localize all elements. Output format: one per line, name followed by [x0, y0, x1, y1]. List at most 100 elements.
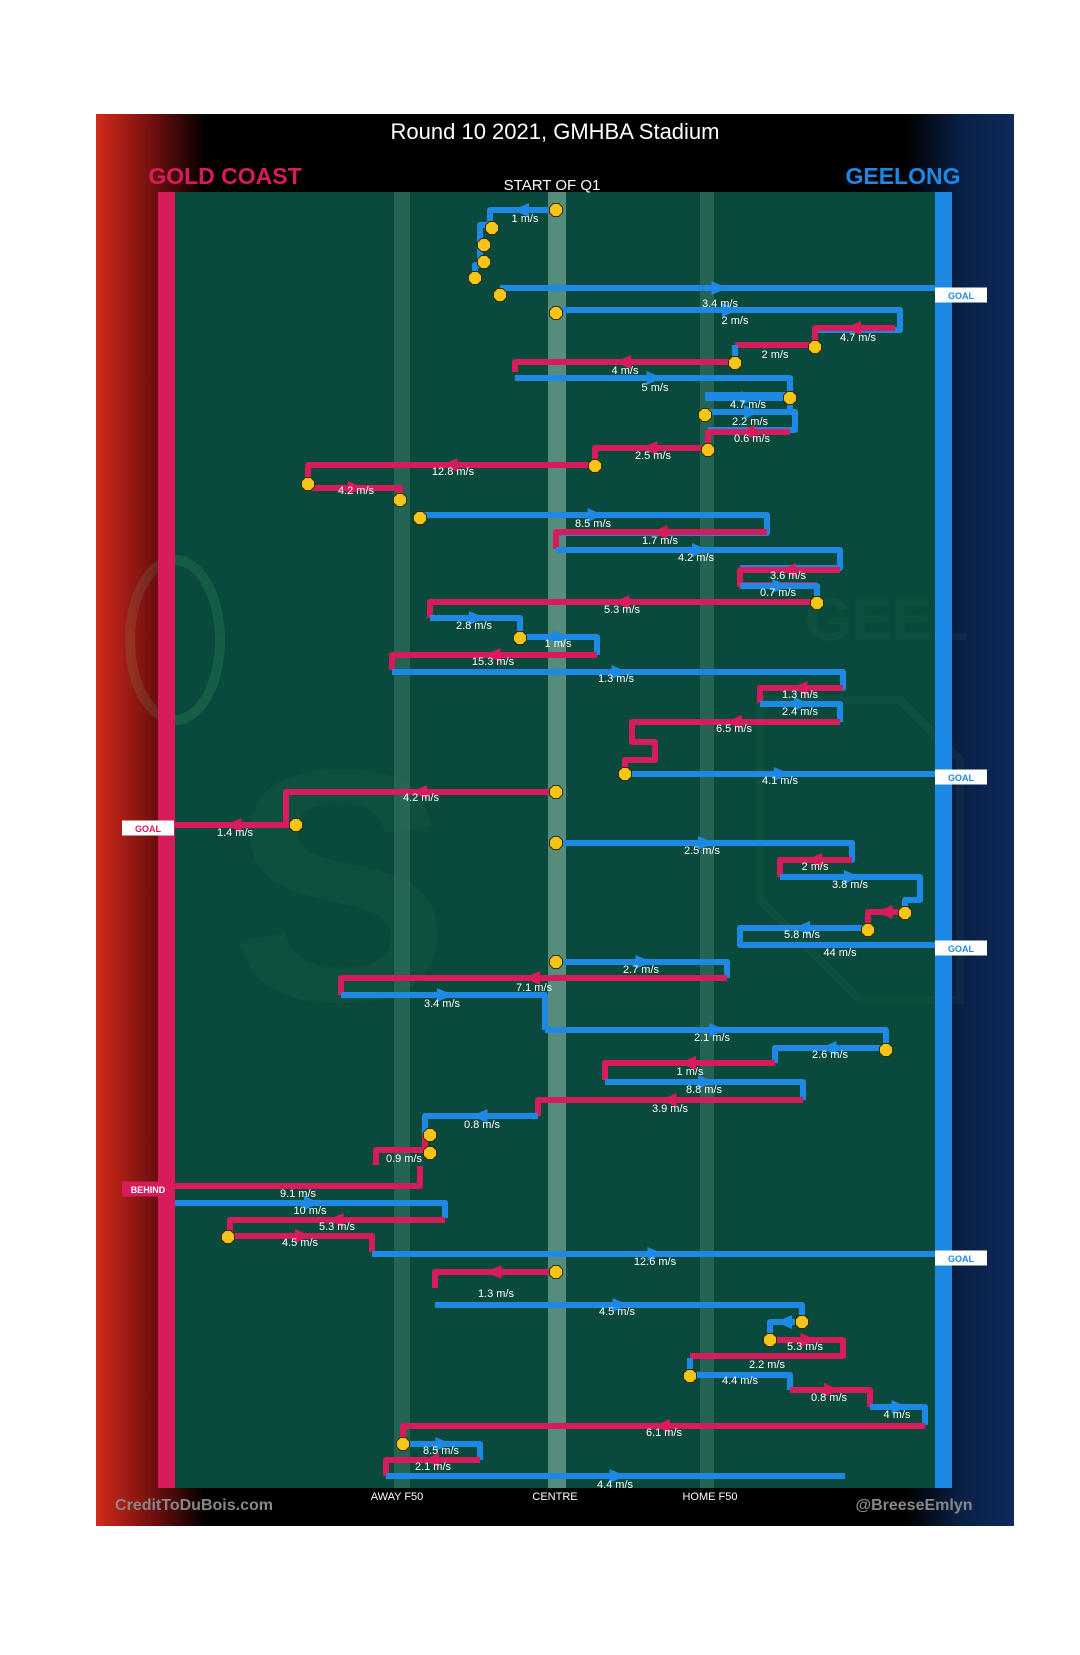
- chain-arrow-7: [646, 371, 663, 385]
- gold-coast-sidebar: [158, 192, 175, 1488]
- speed-label-30: 2.5 m/s: [684, 845, 721, 857]
- chain-arrow-4: [845, 321, 861, 335]
- stoppage-marker-14: [301, 477, 315, 491]
- speed-label-58: 8.5 m/s: [423, 1445, 460, 1457]
- outcome-tags-layer: GOAL GOAL GOAL GOAL BEHIND GOAL: [122, 287, 987, 1266]
- credit-right: @BreeseEmlyn: [856, 1497, 973, 1514]
- outcome-tag-bg-2: [935, 769, 987, 785]
- chain-path-45: [175, 1166, 423, 1189]
- stoppage-marker-30: [549, 1265, 563, 1279]
- stoppage-marker-27: [423, 1128, 437, 1142]
- speed-label-36: 7.1 m/s: [516, 982, 553, 994]
- axis-label-home-f50: HOME F50: [682, 1491, 737, 1503]
- svg-text:S: S: [230, 701, 450, 1070]
- speed-label-10: 0.6 m/s: [734, 433, 771, 445]
- chain-arrow-31: [806, 853, 822, 867]
- speed-label-51: 4.5 m/s: [599, 1306, 636, 1318]
- speed-label-42: 3.9 m/s: [652, 1103, 689, 1115]
- chain-arrow-19: [613, 595, 630, 609]
- stoppage-marker-23: [898, 906, 912, 920]
- speed-label-28: 4.2 m/s: [403, 792, 440, 804]
- chain-arrow-42: [660, 1093, 677, 1107]
- speed-label-44: 0.9 m/s: [386, 1153, 423, 1165]
- speed-label-24: 1.3 m/s: [782, 689, 819, 701]
- speed-label-23: 1.3 m/s: [598, 673, 635, 685]
- chain-arrow-58: [435, 1437, 452, 1451]
- outcome-tag-bg-4: [935, 940, 987, 956]
- speed-label-26: 6.5 m/s: [716, 723, 753, 735]
- chain-path-46: [175, 1200, 448, 1218]
- speed-label-52: 5.3 m/s: [787, 1341, 824, 1353]
- chain-path-6: [512, 359, 735, 372]
- speed-label-48: 4.5 m/s: [282, 1237, 319, 1249]
- chain-arrow-46: [304, 1196, 320, 1210]
- chain-arrow-50: [485, 1265, 502, 1279]
- chain-arrow-28: [411, 785, 427, 799]
- speed-label-54: 4.4 m/s: [722, 1375, 759, 1387]
- speed-label-20: 2.8 m/s: [456, 620, 493, 632]
- stoppage-marker-22: [549, 836, 563, 850]
- speed-label-59: 2.1 m/s: [415, 1461, 452, 1473]
- stoppage-marker-33: [683, 1369, 697, 1383]
- stoppage-marker-1: [549, 203, 563, 217]
- stoppage-marker-26: [879, 1043, 893, 1057]
- chain-arrow-55: [824, 1383, 840, 1397]
- chain-arrow-51: [612, 1298, 629, 1312]
- chain-path-32: [780, 874, 923, 912]
- axis-label-away-f50: AWAY F50: [371, 1491, 424, 1503]
- outcome-tag-5: BEHIND: [131, 1185, 166, 1195]
- speed-label-14: 8.5 m/s: [575, 518, 612, 530]
- outcome-tag-3: GOAL: [135, 824, 162, 834]
- outcome-tag-bg-6: [935, 1250, 987, 1266]
- stoppage-marker-12: [701, 443, 715, 457]
- chain-arrow-20: [469, 611, 485, 625]
- stoppage-marker-6: [493, 288, 507, 302]
- chain-arrow-26: [726, 715, 742, 729]
- stoppage-marker-9: [728, 356, 742, 370]
- chain-arrow-35: [635, 955, 652, 969]
- chain-path-58: [403, 1441, 483, 1460]
- chain-arrow-15: [651, 525, 668, 539]
- stoppage-marker-17: [810, 596, 824, 610]
- speed-label-25: 2.4 m/s: [782, 706, 819, 718]
- speed-label-4: 4.7 m/s: [840, 332, 877, 344]
- chain-path-50: [432, 1269, 556, 1288]
- stoppage-marker-4: [477, 255, 491, 269]
- outcome-tag-bg-1: [935, 287, 987, 303]
- chain-path-1: [472, 207, 556, 278]
- chain-path-28: [283, 789, 556, 825]
- chain-arrow-25: [794, 697, 810, 711]
- chain-path-37: [341, 992, 548, 1030]
- chain-path-20: [430, 615, 523, 637]
- chain-arrow-27: [774, 767, 790, 781]
- chain-arrow-56: [891, 1400, 908, 1414]
- outcome-tag-4: GOAL: [948, 944, 975, 954]
- chain-path-54: [687, 1358, 793, 1390]
- speed-label-12: 12.8 m/s: [432, 466, 475, 478]
- chain-arrow-39: [820, 1041, 837, 1055]
- chart-title: Round 10 2021, GMHBA Stadium: [391, 119, 720, 144]
- speed-label-2: 3.4 m/s: [702, 298, 739, 310]
- speed-label-47: 5.3 m/s: [319, 1221, 356, 1233]
- speed-labels-layer: 1 m/s3.4 m/s2 m/s4.7 m/s2 m/s4 m/s5 m/s4…: [217, 213, 911, 1491]
- speed-label-17: 3.6 m/s: [770, 570, 807, 582]
- stoppage-marker-10: [783, 391, 797, 405]
- speed-label-60: 4.4 m/s: [597, 1479, 634, 1491]
- speed-label-1: 1 m/s: [512, 213, 539, 225]
- credit-left: CreditToDuBois.com: [115, 1497, 273, 1514]
- speed-label-21: 1 m/s: [545, 638, 572, 650]
- outcome-tag-2: GOAL: [948, 773, 975, 783]
- chain-path-24: [757, 685, 843, 703]
- chain-path-26: [622, 719, 840, 774]
- stoppage-marker-8: [808, 340, 822, 354]
- stoppage-marker-19: [618, 767, 632, 781]
- chain-arrow-49: [647, 1247, 664, 1261]
- speed-label-13: 4.2 m/s: [338, 485, 375, 497]
- chain-path-55: [790, 1387, 873, 1407]
- speed-label-6: 4 m/s: [612, 365, 639, 377]
- chain-arrow-2: [711, 281, 728, 295]
- stoppage-marker-7: [549, 306, 563, 320]
- chain-arrow-57: [654, 1419, 670, 1433]
- speed-label-40: 1 m/s: [677, 1066, 704, 1078]
